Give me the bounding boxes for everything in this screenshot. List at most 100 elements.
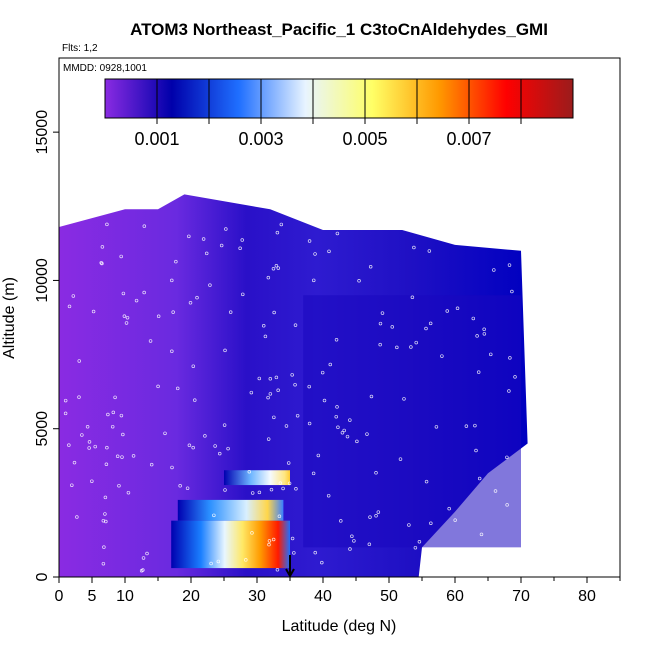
sample-point (479, 532, 484, 537)
sample-point (507, 389, 511, 393)
sample-point (261, 324, 266, 328)
sample-point (427, 249, 432, 253)
sample-point (380, 311, 385, 315)
sample-point (507, 263, 512, 267)
sample-point (124, 321, 129, 325)
sample-point (328, 362, 333, 367)
sample-point (473, 423, 477, 428)
sample-point (340, 430, 345, 435)
sample-point (268, 377, 273, 381)
sample-point (334, 414, 338, 419)
sample-point (188, 301, 193, 305)
sample-point (476, 370, 481, 374)
sample-point (103, 512, 107, 516)
sample-point (241, 292, 245, 297)
sample-point (247, 469, 252, 474)
sample-point (203, 434, 207, 438)
sample-point (455, 306, 460, 310)
sample-point (187, 234, 191, 239)
sample-point (374, 514, 378, 518)
sample-point (224, 227, 228, 231)
sample-point (457, 559, 461, 563)
sample-point (327, 249, 331, 254)
sample-point (208, 283, 212, 287)
plume-0 (171, 520, 290, 569)
sample-point (367, 542, 372, 547)
colorbar-label: 0.003 (238, 129, 283, 149)
sample-point (492, 268, 496, 272)
x-tick-label: 10 (116, 588, 134, 605)
x-axis-label: Latitude (deg N) (282, 618, 397, 635)
sample-point (170, 278, 174, 283)
sample-point (131, 454, 136, 458)
sample-point (274, 264, 279, 268)
sample-point (348, 547, 352, 551)
sample-point (293, 323, 298, 327)
sample-point (505, 455, 509, 460)
sample-point (101, 561, 106, 566)
sample-point (142, 290, 146, 295)
x-tick-label: 20 (182, 588, 200, 605)
sample-point (447, 506, 451, 511)
sample-point (271, 537, 276, 542)
sample-point (316, 453, 321, 458)
sample-point (440, 354, 444, 358)
sample-point (290, 373, 294, 377)
sample-point (212, 513, 216, 518)
sample-point (75, 515, 79, 519)
sample-point (145, 551, 149, 556)
x-tick-label: 40 (314, 588, 332, 605)
y-tick-label: 10000 (34, 258, 51, 303)
sample-point (315, 222, 320, 227)
sample-point (178, 484, 182, 488)
sample-point (250, 531, 254, 535)
sample-point (219, 243, 224, 248)
sample-point (477, 476, 482, 481)
sample-point (508, 356, 512, 360)
data-layer (59, 194, 528, 579)
sample-point (121, 432, 125, 437)
sample-point (195, 295, 199, 300)
colorbar-label: 0.005 (342, 129, 387, 149)
sample-point (228, 310, 233, 314)
sample-point (113, 395, 117, 400)
sample-point (345, 434, 350, 439)
sample-point (471, 316, 476, 321)
plume-2 (224, 470, 290, 486)
sample-point (355, 439, 359, 444)
sample-point (339, 519, 343, 523)
sample-point (80, 433, 84, 437)
sample-point (121, 291, 126, 296)
sample-point (209, 561, 213, 566)
sample-point (257, 376, 262, 381)
sample-point (72, 460, 77, 465)
x-tick-label: 50 (380, 588, 398, 605)
x-tick-label: 30 (248, 588, 266, 605)
sample-point (120, 455, 124, 459)
sample-point (126, 490, 131, 495)
colorbar-label: 0.007 (446, 129, 491, 149)
sample-point (244, 558, 248, 562)
sample-point (473, 237, 478, 242)
sample-point (148, 339, 153, 343)
sample-point (278, 481, 283, 485)
sample-point (141, 568, 145, 572)
sample-point (307, 384, 311, 389)
colorbar: 0.001 0.003 0.005 0.007 (104, 78, 574, 149)
sample-point (378, 342, 382, 347)
sample-point (320, 370, 325, 375)
sample-point (313, 252, 317, 256)
sample-point (170, 349, 174, 354)
sample-point (63, 411, 68, 416)
x-axis: 0 5 10 20 30 40 50 60 70 80 (55, 577, 621, 605)
sample-point (93, 444, 97, 449)
sample-point (175, 386, 180, 391)
sample-point (104, 462, 109, 466)
sample-point (77, 395, 81, 399)
sample-point (295, 413, 300, 418)
sample-point (174, 259, 178, 264)
plume-1 (177, 499, 284, 521)
sample-point (369, 394, 374, 399)
sample-point (352, 539, 356, 543)
sample-point (322, 398, 327, 403)
